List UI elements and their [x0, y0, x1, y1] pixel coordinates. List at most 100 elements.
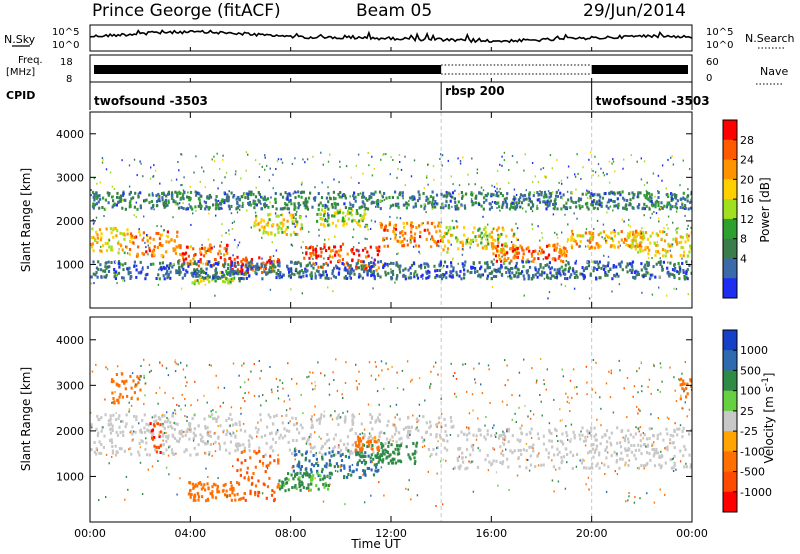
power-cell — [128, 192, 131, 196]
power-cell — [679, 267, 682, 271]
power-cell — [582, 274, 585, 278]
power-cell — [233, 261, 236, 265]
power-cell — [599, 203, 602, 207]
power-cell — [446, 265, 449, 269]
power-noise-cell — [132, 236, 135, 239]
power-noise-cell — [608, 160, 611, 163]
power-cell — [165, 272, 168, 276]
power-cell — [657, 200, 660, 204]
power-cell — [359, 274, 362, 278]
velocity-noise-cell — [207, 431, 209, 434]
velocity-cell — [307, 486, 310, 490]
velocity-cell — [111, 445, 114, 448]
power-cell — [230, 263, 233, 267]
power-noise-cell — [255, 186, 257, 189]
power-cell — [277, 269, 280, 272]
power-cell — [634, 239, 637, 243]
power-cell — [150, 253, 154, 257]
velocity-cell — [193, 484, 197, 488]
velocity-cell — [596, 462, 599, 466]
velocity-cell — [499, 445, 502, 449]
power-cell — [655, 262, 658, 266]
power-cell — [421, 273, 424, 277]
velocity-cell — [572, 430, 575, 434]
power-cell — [219, 276, 222, 280]
power-noise-cell — [454, 197, 456, 200]
velocity-cell — [109, 418, 112, 422]
power-cell — [305, 264, 308, 268]
velocity-cell — [277, 461, 280, 465]
power-noise-cell — [679, 184, 681, 187]
velocity-cell — [199, 433, 202, 437]
power-cell — [96, 233, 99, 237]
power-cell — [448, 192, 452, 196]
power-noise-cell — [275, 168, 277, 170]
velocity-cell — [355, 468, 358, 472]
power-cell — [353, 272, 356, 276]
power-noise-cell — [619, 244, 621, 247]
power-cell — [208, 280, 211, 284]
power-cell — [185, 245, 189, 249]
power-cell — [159, 266, 162, 270]
velocity-cell — [513, 449, 516, 453]
velocity-cell — [501, 460, 505, 464]
power-noise-cell — [291, 162, 294, 165]
velocity-cell — [467, 427, 470, 431]
velocity-cell — [218, 447, 221, 451]
power-cell — [501, 249, 504, 253]
power-noise-cell — [487, 223, 489, 226]
velocity-cell — [672, 466, 675, 470]
power-noise-cell — [290, 288, 292, 291]
power-noise-cell — [586, 197, 589, 200]
power-cell — [449, 199, 452, 203]
power-cell — [139, 191, 142, 195]
velocity-cell — [226, 430, 229, 434]
velocity-cell — [176, 439, 179, 443]
power-cell — [204, 246, 207, 250]
power-noise-cell — [160, 225, 162, 228]
velocity-noise-cell — [203, 394, 205, 397]
power-cell — [150, 206, 153, 210]
power-cell — [660, 238, 663, 242]
velocity-cell — [616, 441, 619, 445]
power-cell — [359, 213, 362, 217]
power-cell — [514, 244, 517, 248]
power-cell — [257, 191, 260, 194]
power-noise-cell — [458, 184, 461, 187]
power-noise-cell — [295, 191, 297, 194]
velocity-cell — [229, 440, 232, 444]
power-noise-cell — [90, 189, 92, 191]
power-cell — [649, 234, 652, 238]
power-cell — [432, 202, 435, 206]
power-noise-cell — [523, 169, 525, 172]
power-cell — [654, 201, 657, 204]
power-cell — [190, 206, 193, 210]
power-cell — [473, 226, 476, 230]
power-noise-cell — [395, 233, 397, 236]
velocity-cell — [200, 438, 203, 441]
power-cell — [394, 227, 398, 231]
power-cell — [431, 202, 434, 206]
velocity-cell — [232, 486, 235, 490]
power-noise-cell — [439, 158, 441, 160]
velocity-cell — [397, 459, 400, 463]
velocity-cell — [129, 374, 132, 378]
power-noise-cell — [389, 173, 391, 176]
velocity-cell — [204, 442, 207, 446]
velocity-cell — [207, 486, 210, 490]
power-noise-cell — [224, 176, 226, 179]
power-cell — [690, 199, 692, 203]
power-noise-cell — [447, 159, 449, 162]
power-cell — [108, 245, 111, 249]
power-cell — [464, 206, 467, 210]
power-noise-cell — [181, 184, 183, 186]
power-cell — [95, 230, 98, 234]
power-cell — [94, 195, 97, 199]
velocity-cell — [500, 434, 503, 438]
power-cell — [241, 268, 244, 272]
power-cell — [498, 257, 501, 261]
power-cell — [106, 241, 109, 245]
velocity-cell — [320, 413, 323, 417]
velocity-cell — [343, 443, 346, 446]
power-noise-cell — [628, 204, 630, 207]
